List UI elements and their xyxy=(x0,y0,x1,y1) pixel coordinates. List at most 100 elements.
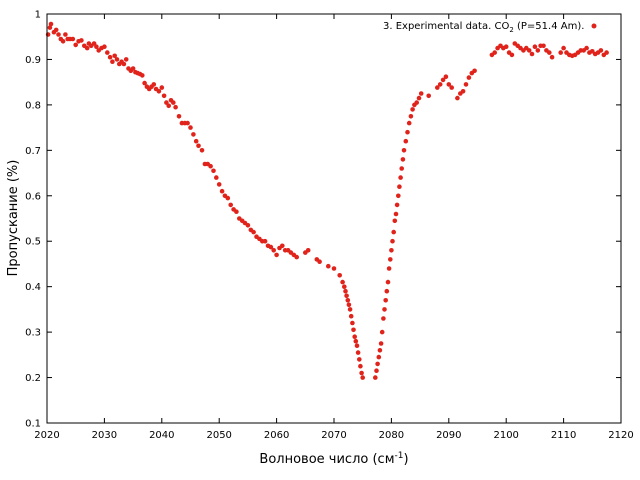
data-point xyxy=(378,341,384,346)
data-point xyxy=(234,209,239,214)
data-point xyxy=(228,202,233,208)
data-point xyxy=(225,195,231,201)
data-point xyxy=(529,51,535,57)
legend-suffix: (P=51.4 Am). xyxy=(514,21,585,32)
axis-ticks: 2020 2030 2040 2050 2060 2070 2080 2090 2100 2110… xyxy=(25,10,634,442)
data-point xyxy=(416,95,422,101)
data-point xyxy=(541,43,546,49)
data-point xyxy=(399,166,405,171)
data-point xyxy=(193,138,199,144)
data-point xyxy=(358,363,363,369)
data-point xyxy=(406,120,412,126)
data-point xyxy=(437,82,443,87)
x-tick-label: 2050 xyxy=(206,430,231,441)
legend: 3. Experimental data. CO2 (P=51.4 Am). xyxy=(383,21,597,34)
data-point xyxy=(391,229,397,235)
data-point xyxy=(352,334,358,340)
data-point xyxy=(130,66,136,71)
data-point xyxy=(355,350,361,355)
data-point xyxy=(268,244,274,250)
data-point xyxy=(400,157,406,162)
data-point xyxy=(418,91,424,96)
data-point xyxy=(374,368,379,374)
data-point xyxy=(561,45,566,51)
data-point xyxy=(342,284,347,290)
x-tick-label: 2100 xyxy=(493,430,518,441)
data-point xyxy=(326,263,331,269)
data-point xyxy=(317,259,322,265)
data-point xyxy=(48,21,54,27)
data-point xyxy=(151,82,157,87)
x-tick-label: 2030 xyxy=(92,430,117,441)
data-point xyxy=(386,266,392,271)
data-point xyxy=(532,44,538,49)
y-tick-label: 0.5 xyxy=(25,237,41,248)
data-point xyxy=(161,93,167,99)
data-point xyxy=(56,32,61,37)
data-point xyxy=(73,42,78,48)
data-point xyxy=(110,59,115,64)
data-point xyxy=(199,148,205,153)
data-point xyxy=(397,184,402,189)
data-point xyxy=(219,188,225,194)
data-point xyxy=(547,50,552,55)
data-point xyxy=(598,48,604,53)
x-tick-label: 2120 xyxy=(608,430,633,441)
data-point xyxy=(385,279,391,285)
data-point xyxy=(191,132,196,137)
data-point xyxy=(492,50,498,55)
data-point xyxy=(105,50,110,55)
y-tick-label: 0.1 xyxy=(25,419,41,430)
data-point xyxy=(414,100,420,105)
data-point xyxy=(460,89,466,94)
x-tick-label: 2060 xyxy=(264,430,289,441)
data-point xyxy=(114,57,120,62)
data-point xyxy=(251,229,256,235)
data-point xyxy=(331,266,337,271)
data-point xyxy=(383,298,389,303)
data-point xyxy=(60,39,66,44)
data-point xyxy=(196,143,201,149)
data-point xyxy=(359,370,364,376)
x-axis-title-main: Волновое число (см xyxy=(259,452,394,467)
data-point xyxy=(388,257,393,262)
data-point xyxy=(345,298,351,303)
data-point xyxy=(549,54,555,60)
x-tick-label: 2110 xyxy=(551,430,576,441)
data-point xyxy=(156,89,162,94)
data-point xyxy=(392,218,398,224)
data-point xyxy=(503,44,509,49)
data-point xyxy=(351,327,356,333)
data-point xyxy=(526,48,532,53)
data-point xyxy=(584,45,589,51)
data-point xyxy=(401,148,407,153)
data-point xyxy=(535,48,541,53)
data-point xyxy=(350,320,355,326)
data-point xyxy=(379,329,385,335)
data-point xyxy=(389,248,394,253)
data-point xyxy=(214,175,219,180)
data-point xyxy=(159,85,165,90)
y-tick-label: 0.8 xyxy=(25,100,41,111)
data-point xyxy=(305,248,311,253)
data-point xyxy=(94,44,99,49)
data-point xyxy=(274,252,279,258)
data-point xyxy=(398,175,403,180)
y-tick-label: 0.6 xyxy=(25,191,41,202)
data-point xyxy=(377,348,383,353)
data-point xyxy=(604,50,609,55)
data-point xyxy=(211,168,216,174)
data-point xyxy=(84,45,90,51)
data-point xyxy=(446,82,452,87)
data-point xyxy=(166,103,171,109)
legend-subscript: 2 xyxy=(509,26,513,34)
data-point xyxy=(360,375,366,380)
data-point xyxy=(176,114,182,119)
data-point xyxy=(280,243,285,249)
data-point xyxy=(262,238,268,244)
data-point xyxy=(102,44,107,49)
data-point xyxy=(91,41,97,46)
data-point xyxy=(171,100,176,105)
data-point xyxy=(185,120,190,126)
